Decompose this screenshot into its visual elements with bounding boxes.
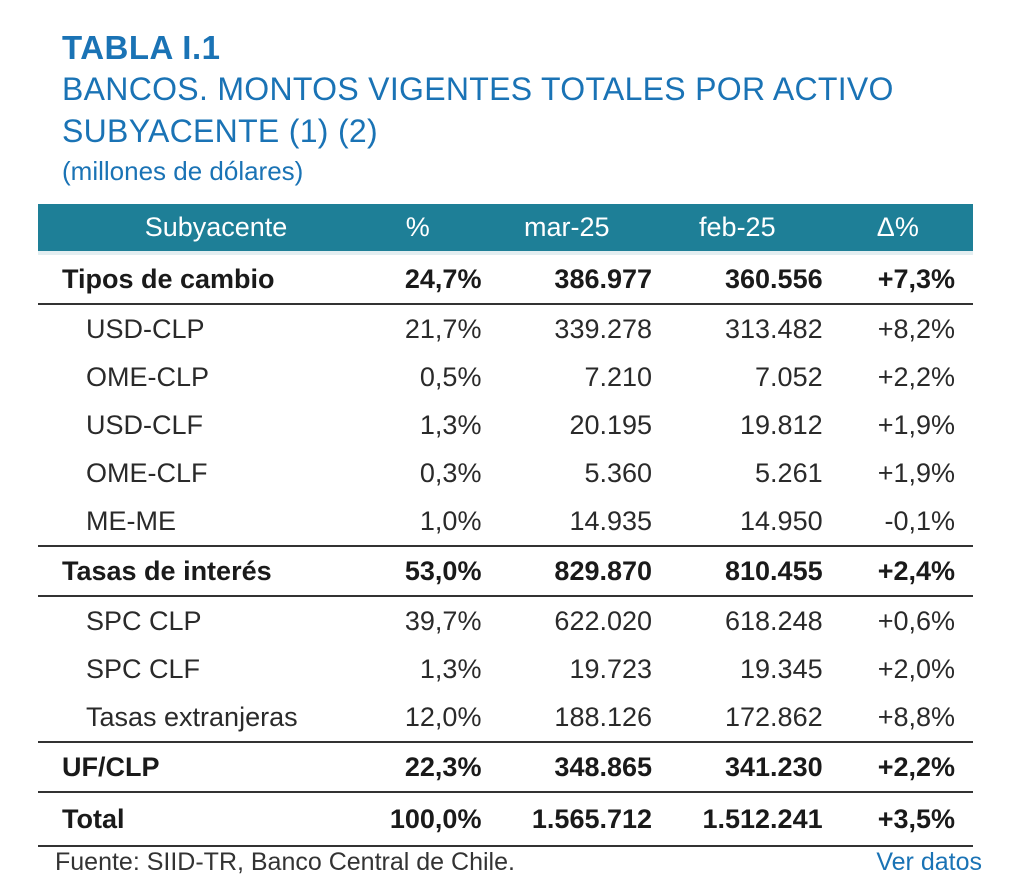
row-label: SPC CLP bbox=[86, 605, 202, 636]
row-percent: 1,3% bbox=[419, 409, 482, 440]
row-feb-25: 5.261 bbox=[755, 457, 823, 488]
row-delta: +1,9% bbox=[877, 457, 955, 488]
row-feb-25: 313.482 bbox=[725, 313, 823, 344]
row-delta: +8,2% bbox=[877, 313, 955, 344]
table-row: Tasas extranjeras 12,0% 188.126 172.862 +8,8… bbox=[38, 693, 973, 743]
table-row: USD-CLP 21,7% 339.278 313.482 +8,2% bbox=[38, 304, 973, 353]
data-table: Subyacente % mar-25 feb-25 Δ% Tipos de c… bbox=[38, 204, 973, 847]
row-label: Tipos de cambio bbox=[38, 253, 354, 305]
row-percent: 0,5% bbox=[419, 361, 482, 392]
table-row: SPC CLF 1,3% 19.723 19.345 +2,0% bbox=[38, 645, 973, 693]
col-header-percent: % bbox=[354, 204, 482, 255]
col-header-feb-25: feb-25 bbox=[652, 204, 823, 255]
row-mar-25: 348.865 bbox=[481, 742, 653, 793]
row-delta: +2,4% bbox=[822, 546, 973, 597]
table-title: BANCOS. MONTOS VIGENTES TOTALES POR ACTI… bbox=[62, 71, 894, 149]
row-delta: +2,0% bbox=[877, 653, 955, 684]
ver-datos-link[interactable]: Ver datos bbox=[876, 848, 982, 876]
row-feb-25: 360.556 bbox=[652, 253, 823, 305]
table-number: TABLA I.1 bbox=[62, 29, 221, 66]
table-row: SPC CLP 39,7% 622.020 618.248 +0,6% bbox=[38, 596, 973, 645]
col-header-mar-25: mar-25 bbox=[481, 204, 653, 255]
header-row: Subyacente % mar-25 feb-25 Δ% bbox=[38, 204, 973, 255]
table-row: UF/CLP 22,3% 348.865 341.230 +2,2% bbox=[38, 742, 973, 793]
row-label: USD-CLF bbox=[86, 409, 204, 440]
row-mar-25: 19.723 bbox=[569, 653, 653, 684]
row-delta: +1,9% bbox=[877, 409, 955, 440]
table-row: OME-CLF 0,3% 5.360 5.261 +1,9% bbox=[38, 449, 973, 497]
row-mar-25: 14.935 bbox=[481, 497, 653, 547]
row-delta: +2,2% bbox=[877, 361, 955, 392]
row-percent: 12,0% bbox=[354, 693, 482, 743]
row-delta: +7,3% bbox=[822, 253, 973, 305]
row-percent: 24,7% bbox=[354, 253, 482, 305]
row-percent: 1,3% bbox=[419, 653, 482, 684]
row-mar-25: 188.126 bbox=[481, 693, 653, 743]
row-label: Tasas extranjeras bbox=[38, 693, 354, 743]
row-percent: 53,0% bbox=[354, 546, 482, 597]
row-mar-25: 7.210 bbox=[584, 361, 653, 392]
row-feb-25: 19.812 bbox=[740, 409, 823, 440]
row-percent: 21,7% bbox=[404, 313, 482, 344]
row-mar-25: 339.278 bbox=[554, 313, 653, 344]
row-delta: +2,2% bbox=[822, 742, 973, 793]
source-note: Fuente: SIID-TR, Banco Central de Chile. bbox=[55, 848, 515, 876]
row-label: ME-ME bbox=[38, 497, 354, 547]
row-label: Tasas de interés bbox=[38, 546, 354, 597]
row-feb-25: 19.345 bbox=[740, 653, 823, 684]
col-header-subyacente: Subyacente bbox=[38, 204, 354, 255]
row-percent: 1,0% bbox=[354, 497, 482, 547]
row-mar-25: 622.020 bbox=[554, 605, 653, 636]
table-row: OME-CLP 0,5% 7.210 7.052 +2,2% bbox=[38, 353, 973, 401]
col-header-delta: Δ% bbox=[822, 204, 973, 255]
row-mar-25: 20.195 bbox=[569, 409, 653, 440]
row-mar-25: 5.360 bbox=[584, 457, 653, 488]
row-feb-25: 7.052 bbox=[755, 361, 823, 392]
row-label: OME-CLF bbox=[86, 457, 208, 488]
row-mar-25: 386.977 bbox=[481, 253, 653, 305]
row-percent: 39,7% bbox=[404, 605, 482, 636]
row-feb-25: 1.512.241 bbox=[652, 792, 823, 847]
table-unit: (millones de dólares) bbox=[62, 156, 304, 186]
row-label: SPC CLF bbox=[86, 653, 201, 684]
row-label: UF/CLP bbox=[38, 742, 354, 793]
row-feb-25: 341.230 bbox=[652, 742, 823, 793]
row-feb-25: 810.455 bbox=[652, 546, 823, 597]
row-label: OME-CLP bbox=[86, 361, 210, 392]
row-percent: 100,0% bbox=[354, 792, 482, 847]
row-delta: +8,8% bbox=[822, 693, 973, 743]
table-row: USD-CLF 1,3% 20.195 19.812 +1,9% bbox=[38, 401, 973, 449]
row-mar-25: 1.565.712 bbox=[481, 792, 653, 847]
row-label: Total bbox=[38, 792, 354, 847]
table-row: Tasas de interés 53,0% 829.870 810.455 +2,4% bbox=[38, 546, 973, 597]
row-label: USD-CLP bbox=[86, 313, 205, 344]
row-feb-25: 172.862 bbox=[652, 693, 823, 743]
row-feb-25: 14.950 bbox=[652, 497, 823, 547]
row-delta: -0,1% bbox=[822, 497, 973, 547]
table-row: Total 100,0% 1.565.712 1.512.241 +3,5% bbox=[38, 792, 973, 847]
row-mar-25: 829.870 bbox=[481, 546, 653, 597]
row-feb-25: 618.248 bbox=[725, 605, 823, 636]
row-percent: 0,3% bbox=[419, 457, 482, 488]
table-row: ME-ME 1,0% 14.935 14.950 -0,1% bbox=[38, 497, 973, 547]
table-row: Tipos de cambio 24,7% 386.977 360.556 +7,3% bbox=[38, 253, 973, 305]
row-percent: 22,3% bbox=[354, 742, 482, 793]
table-heading: TABLA I.1 BANCOS. MONTOS VIGENTES TOTALE… bbox=[62, 28, 962, 188]
row-delta: +0,6% bbox=[877, 605, 955, 636]
row-delta: +3,5% bbox=[822, 792, 973, 847]
